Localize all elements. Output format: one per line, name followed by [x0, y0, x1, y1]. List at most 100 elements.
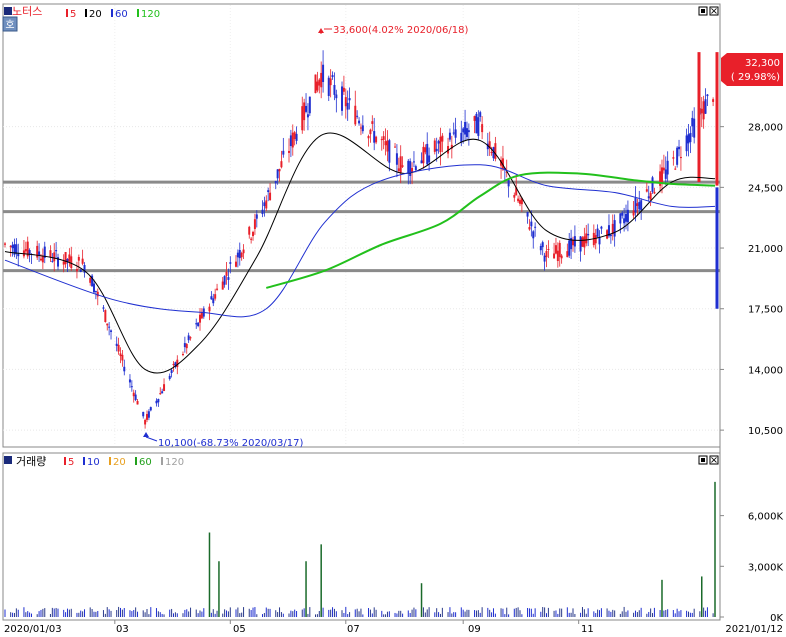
candle-body — [507, 179, 510, 187]
candle-body — [216, 288, 219, 290]
candle-body — [560, 255, 563, 259]
candle-body — [473, 116, 476, 121]
close-icon[interactable] — [709, 6, 719, 16]
volume-panel-menu-icon[interactable] — [4, 456, 12, 464]
current-price-box — [727, 53, 783, 86]
candlesticks — [4, 50, 719, 429]
candle-body — [13, 244, 16, 255]
candle-body — [55, 250, 58, 252]
price-tick-label: 28,000 — [748, 123, 783, 134]
vol-legend-swatch-20 — [109, 457, 111, 465]
candle-body — [526, 212, 529, 217]
candle-body — [556, 250, 559, 262]
candle-body — [320, 72, 323, 88]
candle-body — [532, 231, 535, 239]
candle-body — [280, 161, 283, 168]
candle-body — [678, 146, 681, 150]
candle-body — [465, 128, 468, 137]
candle-body — [515, 187, 518, 196]
legend-swatch-120 — [137, 9, 139, 17]
candle-body — [66, 259, 69, 262]
candle-body — [39, 258, 42, 261]
candle-body — [289, 135, 292, 147]
x-label-09: 09 — [468, 624, 481, 635]
mode-button[interactable] — [2, 16, 18, 32]
candle-body — [450, 144, 453, 149]
candle-body — [70, 256, 73, 269]
x-label-end: 2021/01/12 — [725, 624, 783, 635]
price-panel-frame — [2, 3, 721, 448]
candle-body — [611, 223, 614, 235]
candle-body — [57, 257, 60, 267]
candle-body — [195, 323, 198, 325]
price-tick-label: 17,500 — [748, 305, 783, 316]
candle-body — [600, 226, 603, 229]
candle-body — [558, 242, 561, 257]
candle-body — [110, 330, 113, 332]
vol-legend-label-20: 20 — [113, 457, 126, 468]
candle-body — [518, 200, 521, 204]
candle-body — [341, 86, 344, 111]
candle-body — [278, 168, 281, 172]
candle-body — [424, 147, 427, 153]
candle-body — [149, 407, 152, 411]
candle-body — [252, 231, 255, 237]
candle-body — [547, 249, 550, 251]
candle-body — [115, 343, 118, 346]
candle-body — [291, 132, 294, 148]
candle-body — [303, 102, 306, 121]
candle-body — [305, 105, 308, 112]
candle-body — [214, 294, 217, 299]
price-tick-label: 24,500 — [748, 183, 783, 194]
candle-body — [234, 261, 237, 267]
candle-body — [647, 196, 650, 199]
candle-body — [108, 326, 111, 328]
candle-body — [581, 237, 584, 247]
candle-body — [422, 146, 425, 164]
candle-body — [248, 226, 251, 235]
legend-swatch-5 — [66, 9, 68, 17]
candle-body — [367, 136, 370, 139]
candle-body — [322, 64, 325, 83]
candle-body — [26, 241, 29, 257]
high-marker-arrow — [318, 28, 324, 33]
candle-body — [570, 237, 573, 250]
candle-body — [613, 220, 616, 237]
candle-body — [223, 276, 226, 285]
candle-body — [327, 77, 330, 96]
price-tick-label: 14,000 — [748, 365, 783, 376]
moving-average-lines — [4, 132, 716, 374]
candle-body — [414, 166, 417, 170]
panel-menu-icon[interactable] — [4, 7, 12, 15]
candle-body — [632, 210, 635, 216]
candle-body — [541, 242, 544, 248]
candle-body — [183, 343, 186, 348]
candle-body — [428, 155, 431, 163]
candle-body — [358, 120, 361, 124]
candle-body — [369, 129, 372, 135]
candle-body — [386, 140, 389, 152]
candle-body — [441, 135, 444, 142]
x-label-11: 11 — [581, 624, 594, 635]
candle-body — [163, 384, 166, 391]
candle-body — [62, 261, 65, 265]
candle-body — [640, 200, 643, 210]
candle-body — [24, 248, 27, 252]
candle-body — [282, 150, 285, 155]
candle-body — [308, 96, 311, 114]
candle-body — [106, 323, 109, 326]
candle-body — [687, 134, 690, 144]
vol-legend-label-5: 5 — [68, 457, 74, 468]
candle-body — [407, 160, 410, 174]
vol-legend-label-60: 60 — [139, 457, 152, 468]
legend-label-20: 20 — [89, 9, 102, 20]
candle-body — [666, 160, 669, 175]
candle-body — [573, 236, 576, 247]
candle-body — [587, 234, 590, 236]
candle-body — [634, 197, 637, 213]
ma-line-120 — [265, 171, 716, 289]
candle-body — [554, 245, 557, 254]
volume-close-icon[interactable] — [709, 455, 719, 465]
volume-restore-icon-inner — [701, 458, 705, 462]
